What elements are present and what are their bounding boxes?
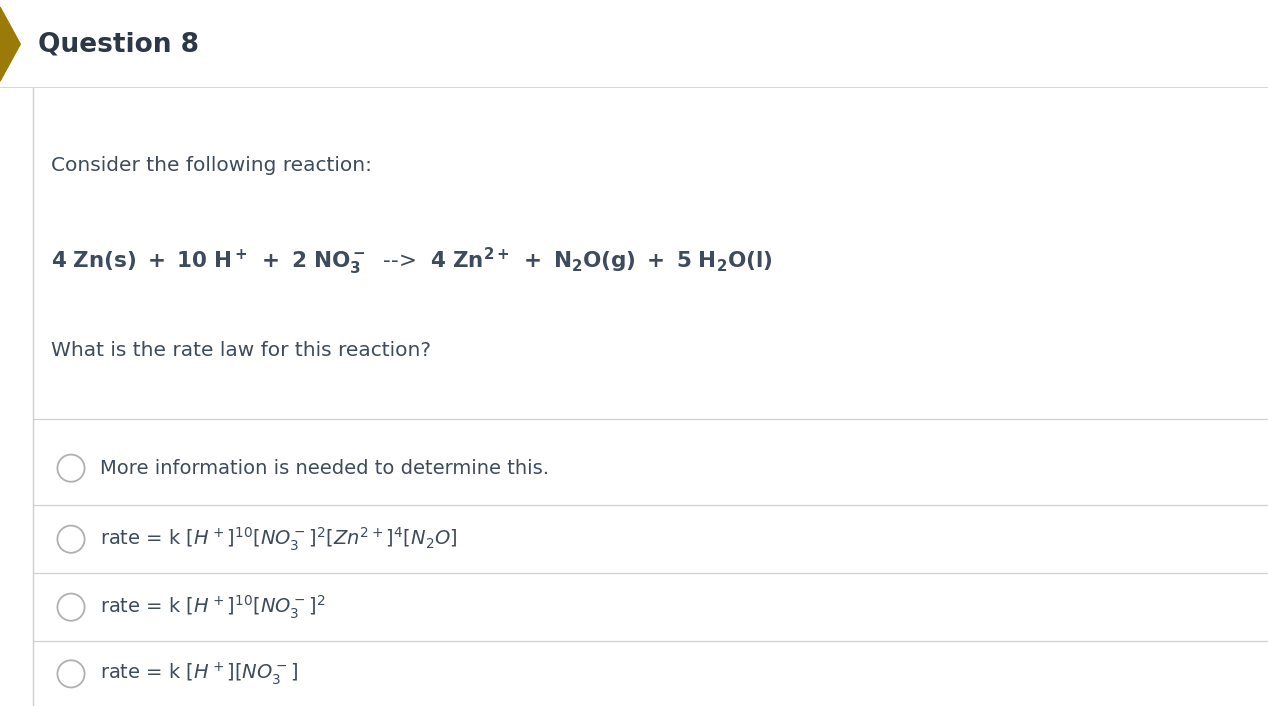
Text: Question 8: Question 8 bbox=[38, 31, 199, 57]
Text: rate = k $[H^+]^{10}[NO_3^-]^2$: rate = k $[H^+]^{10}[NO_3^-]^2$ bbox=[100, 594, 326, 621]
Text: rate = k $[H^+][NO_3^-]$: rate = k $[H^+][NO_3^-]$ bbox=[100, 661, 298, 687]
Polygon shape bbox=[0, 7, 20, 81]
Text: rate = k $[H^+]^{10}[NO_3^-]^2[Zn^{2+}]^4[N_2O]$: rate = k $[H^+]^{10}[NO_3^-]^2[Zn^{2+}]^… bbox=[100, 525, 458, 553]
Text: Consider the following reaction:: Consider the following reaction: bbox=[51, 156, 372, 175]
Text: More information is needed to determine this.: More information is needed to determine … bbox=[100, 459, 549, 478]
Text: $\bf{4\ Zn(s)\ +\ 10\ H^+\ +\ 2\ NO_3^-\ \ \text{-->}\ \ 4\ Zn^{2+}\ +\ N_2O(g)\: $\bf{4\ Zn(s)\ +\ 10\ H^+\ +\ 2\ NO_3^-\… bbox=[51, 246, 772, 277]
Text: What is the rate law for this reaction?: What is the rate law for this reaction? bbox=[51, 341, 431, 360]
